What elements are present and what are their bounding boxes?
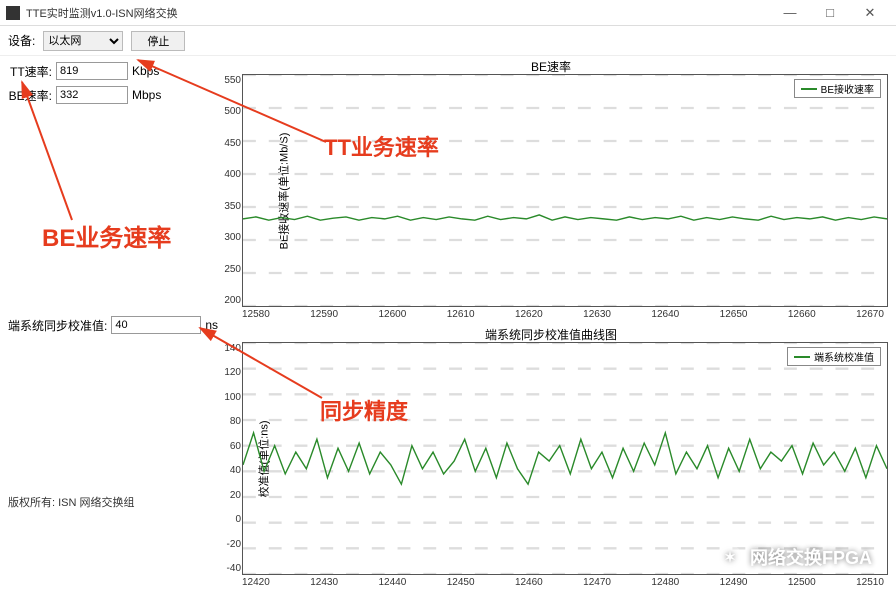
tt-rate-unit: Kbps: [132, 64, 159, 78]
copyright-text: 版权所有: ISN 网络交换组: [8, 494, 135, 510]
watermark: ✶ 网络交换FPGA: [718, 544, 872, 570]
maximize-button[interactable]: □: [810, 5, 850, 20]
wechat-icon: ✶: [718, 545, 742, 569]
sync-unit: ns: [205, 318, 218, 332]
close-button[interactable]: ✕: [850, 5, 890, 21]
toolbar: 设备: 以太网 停止: [0, 26, 896, 56]
be-rate-label: BE速率:: [8, 87, 52, 104]
sync-label: 端系统同步校准值:: [8, 317, 107, 334]
sync-input[interactable]: [111, 316, 201, 334]
window-title: TTE实时监测v1.0-ISN网络交换: [26, 5, 770, 21]
tt-rate-input[interactable]: [56, 62, 128, 80]
tt-rate-label: TT速率:: [8, 63, 52, 80]
be-rate-unit: Mbps: [132, 88, 161, 102]
stop-button[interactable]: 停止: [131, 31, 185, 51]
be-rate-input[interactable]: [56, 86, 128, 104]
device-select[interactable]: 以太网: [43, 31, 123, 51]
right-panel: BE速率 550500450400350300250200 BE接收速率(单位:…: [214, 56, 896, 594]
device-label: 设备:: [8, 32, 35, 49]
chart2-title: 端系统同步校准值曲线图: [214, 326, 888, 342]
minimize-button[interactable]: —: [770, 5, 810, 20]
chart1-title: BE速率: [214, 58, 888, 74]
be-rate-chart: BE速率 550500450400350300250200 BE接收速率(单位:…: [214, 58, 888, 320]
window-titlebar: TTE实时监测v1.0-ISN网络交换 — □ ✕: [0, 0, 896, 26]
sync-field-row: 端系统同步校准值: ns: [8, 316, 218, 334]
app-icon: [6, 6, 20, 20]
